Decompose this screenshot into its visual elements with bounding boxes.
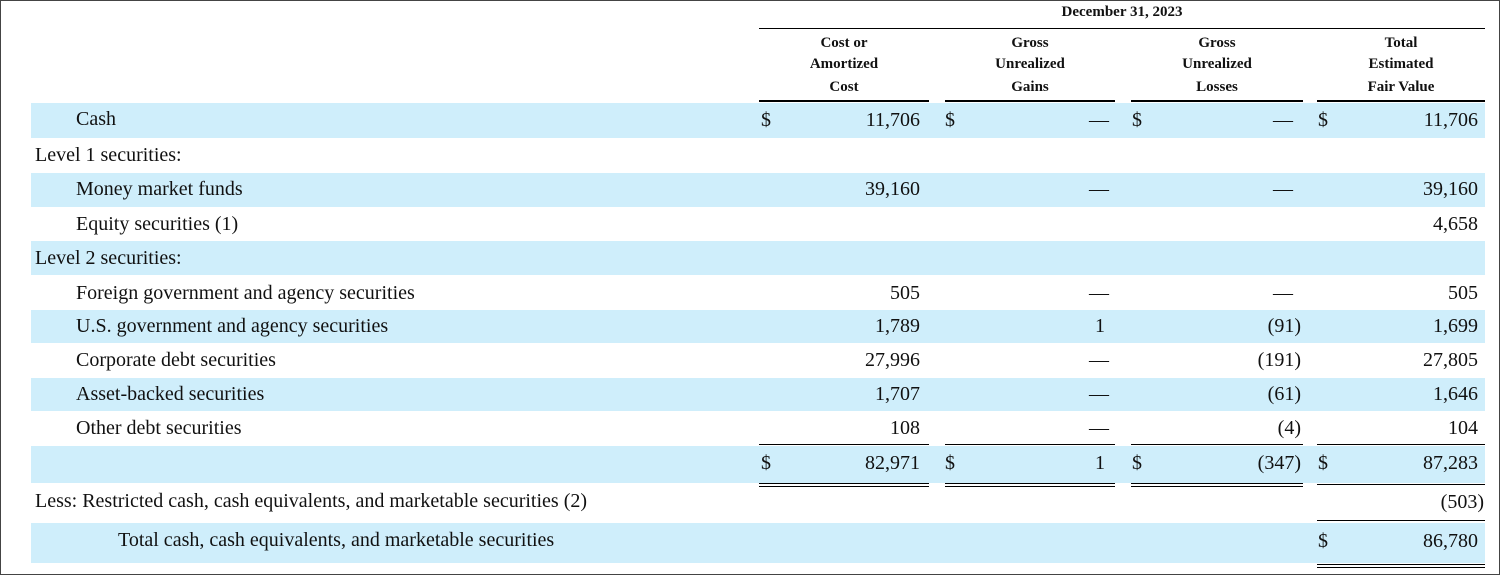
row-band xyxy=(31,523,1485,563)
cell-fair-value: 11,706 xyxy=(1423,109,1478,131)
subtotal-double-rule xyxy=(945,483,1115,484)
cell-gains: 1 xyxy=(1095,315,1105,337)
row-label-corporate-debt: Corporate debt securities xyxy=(76,349,276,371)
cell-fair-value: 87,283 xyxy=(1423,452,1478,474)
row-label-other-debt: Other debt securities xyxy=(76,417,242,439)
column-header-gains-line3: Gains xyxy=(1011,79,1049,95)
period-header: December 31, 2023 xyxy=(1061,4,1183,20)
cell-cost: 39,160 xyxy=(865,178,920,200)
column-header-losses-line2: Unrealized xyxy=(1182,56,1252,72)
row-label-less-restricted: Less: Restricted cash, cash equivalents,… xyxy=(35,490,588,512)
subtotal-rule xyxy=(945,444,1115,445)
currency-symbol: $ xyxy=(1132,109,1142,131)
subtotal-double-rule xyxy=(1131,486,1303,487)
column-header-rule xyxy=(945,100,1115,102)
column-header-fair-value-line3: Fair Value xyxy=(1367,79,1435,95)
row-band xyxy=(31,241,1485,275)
total-rule xyxy=(1317,520,1485,521)
cell-fair-value: 27,805 xyxy=(1423,349,1478,371)
row-label-asset-backed: Asset-backed securities xyxy=(76,383,265,405)
section-label-level-1: Level 1 securities: xyxy=(35,144,182,166)
currency-symbol: $ xyxy=(1132,452,1142,474)
row-band xyxy=(31,378,1485,411)
currency-symbol: $ xyxy=(1318,530,1328,552)
cell-losses: — xyxy=(1273,109,1293,131)
column-header-losses-line3: Losses xyxy=(1196,79,1238,95)
cell-cost: 505 xyxy=(890,282,920,304)
cell-cost: 11,706 xyxy=(865,109,920,131)
cell-fair-value: 104 xyxy=(1448,417,1478,439)
subtotal-double-rule xyxy=(759,483,929,484)
column-header-cost-line3: Cost xyxy=(829,79,859,95)
cell-fair-value: 1,646 xyxy=(1433,383,1478,405)
subtotal-rule xyxy=(759,444,929,445)
column-header-gains-line2: Unrealized xyxy=(995,56,1065,72)
currency-symbol: $ xyxy=(1318,452,1328,474)
column-header-fair-value-line2: Estimated xyxy=(1368,56,1434,72)
row-label-equity-securities: Equity securities (1) xyxy=(76,213,239,235)
currency-symbol: $ xyxy=(945,109,955,131)
cell-losses: — xyxy=(1273,178,1293,200)
column-header-losses-line1: Gross xyxy=(1198,35,1236,51)
cell-losses: (61) xyxy=(1267,383,1301,405)
cell-cost: 27,996 xyxy=(865,349,920,371)
subtotal-double-rule xyxy=(759,486,929,487)
column-header-gains-line1: Gross xyxy=(1011,35,1049,51)
cell-gains: — xyxy=(1089,349,1109,371)
column-header-rule xyxy=(759,100,929,102)
header-rule xyxy=(759,28,1485,29)
cell-gains: — xyxy=(1089,109,1109,131)
currency-symbol: $ xyxy=(945,452,955,474)
row-label-foreign-government: Foreign government and agency securities xyxy=(76,282,415,304)
subtotal-rule xyxy=(1317,444,1485,445)
subtotal-rule xyxy=(1317,484,1485,485)
column-header-cost-line2: Amortized xyxy=(809,56,879,72)
cell-losses: — xyxy=(1273,282,1293,304)
cell-gains: — xyxy=(1089,383,1109,405)
column-header-rule xyxy=(1131,100,1303,102)
column-header-rule xyxy=(1317,100,1485,102)
cell-fair-value: 39,160 xyxy=(1423,178,1478,200)
cell-losses: (191) xyxy=(1257,349,1301,371)
currency-symbol: $ xyxy=(761,452,771,474)
cell-cost: 1,707 xyxy=(875,383,920,405)
cell-losses: (347) xyxy=(1257,452,1301,474)
cell-losses: (4) xyxy=(1277,417,1301,439)
cell-fair-value: 1,699 xyxy=(1433,315,1478,337)
subtotal-double-rule xyxy=(1131,483,1303,484)
row-band xyxy=(31,310,1485,343)
cell-cost: 82,971 xyxy=(865,452,920,474)
section-label-level-2: Level 2 securities: xyxy=(35,247,182,269)
cell-gains: 1 xyxy=(1095,452,1105,474)
column-header-fair-value-line1: Total xyxy=(1384,35,1418,51)
row-band xyxy=(31,446,1485,483)
row-label-us-government: U.S. government and agency securities xyxy=(76,315,389,337)
row-label-money-market-funds: Money market funds xyxy=(76,178,243,200)
currency-symbol: $ xyxy=(1318,109,1328,131)
total-double-rule xyxy=(1317,564,1485,565)
cell-fair-value: 86,780 xyxy=(1423,530,1478,552)
subtotal-double-rule xyxy=(945,486,1115,487)
cell-fair-value: 505 xyxy=(1448,282,1478,304)
cell-cost: 108 xyxy=(890,417,920,439)
row-band xyxy=(31,103,1485,138)
column-header-cost-line1: Cost or xyxy=(820,35,868,51)
cell-gains: — xyxy=(1089,178,1109,200)
row-label-total: Total cash, cash equivalents, and market… xyxy=(118,529,555,551)
subtotal-rule xyxy=(1131,444,1303,445)
currency-symbol: $ xyxy=(761,109,771,131)
cell-losses: (91) xyxy=(1267,315,1301,337)
cell-gains: — xyxy=(1089,417,1109,439)
row-band xyxy=(31,173,1485,207)
row-label-cash: Cash xyxy=(76,108,116,130)
cell-fair-value: 4,658 xyxy=(1433,213,1478,235)
total-double-rule xyxy=(1317,567,1485,568)
cell-cost: 1,789 xyxy=(875,315,920,337)
cell-gains: — xyxy=(1089,282,1109,304)
cell-fair-value: (503) xyxy=(1440,491,1484,513)
